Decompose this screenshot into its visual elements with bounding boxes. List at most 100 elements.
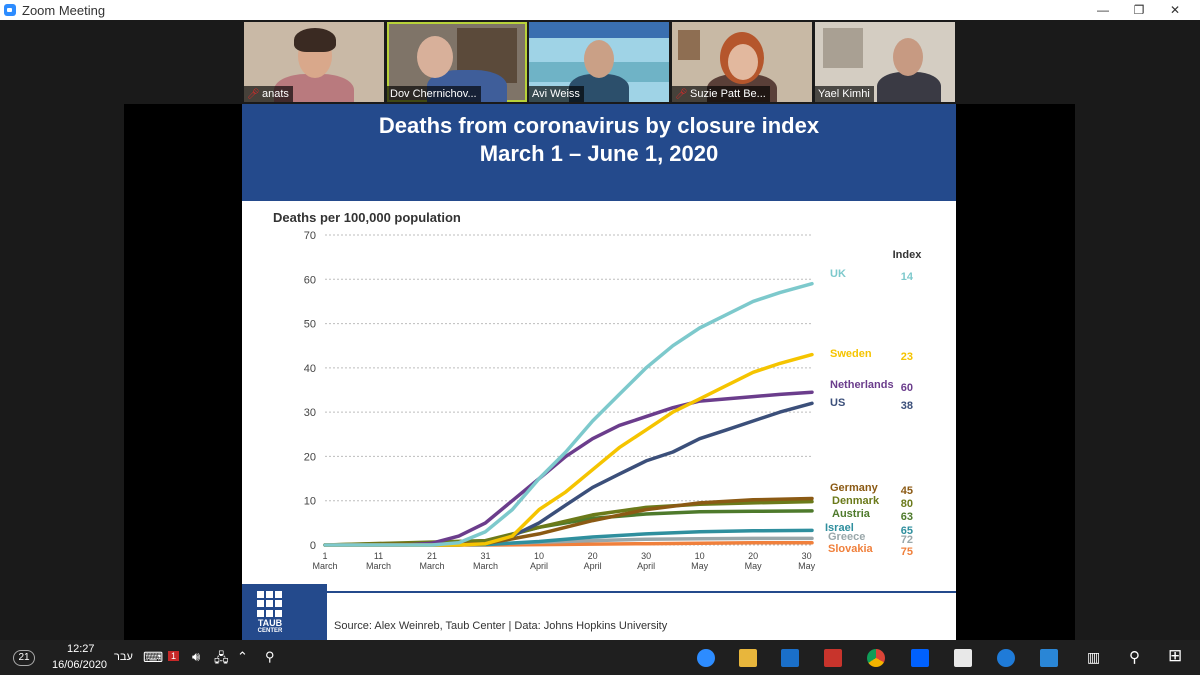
x-tick-label: 20 [588,551,598,561]
task-view-icon[interactable]: ▥ [1087,649,1101,665]
series-index-us: 38 [901,400,913,412]
notification-count[interactable]: 1 [168,651,180,661]
y-tick-label: 20 [304,451,316,463]
participant-tile-active[interactable]: Dov Chernichov... [387,22,527,102]
zoom-app-icon [4,4,16,16]
series-line-uk [323,281,814,547]
series-label-us: US [830,397,845,409]
dropbox-icon[interactable] [911,649,929,667]
x-tick-label: 1 [322,551,327,561]
series-index-israel: 65 [901,525,913,537]
x-tick-sublabel: April [530,561,548,571]
x-tick-label: 10 [695,551,705,561]
security-app-icon[interactable] [824,649,842,667]
index-header: Index [893,249,923,261]
slide-source: Source: Alex Weinreb, Taub Center | Data… [334,620,668,632]
participant-name: Avi Weiss [529,86,584,102]
x-tick-label: 20 [748,551,758,561]
notification-badge[interactable]: 21 [13,650,35,666]
windows-taskbar: 21 12:27 16/06/2020 עבר ⌨ 1 🔊︎ 🖧︎ ⌃ ⚲ ▥ … [0,640,1200,675]
series-label-germany: Germany [830,482,879,494]
x-tick-sublabel: April [637,561,655,571]
clock-date[interactable]: 16/06/2020 [52,659,108,671]
meeting-area: 🎤︎ anats Dov Chernichov... Avi Weiss 🎤︎ Su… [0,20,1200,640]
muted-mic-icon: 🎤︎ [675,89,688,100]
window-title: Zoom Meeting [22,3,106,18]
series-index-sweden: 23 [901,351,913,363]
series-index-austria: 63 [901,511,913,523]
x-tick-sublabel: May [798,561,816,571]
series-label-netherlands: Netherlands [830,379,894,391]
x-tick-label: 10 [534,551,544,561]
series-label-austria: Austria [832,508,871,520]
slide-title-line2: March 1 – June 1, 2020 [479,141,719,166]
file-explorer-icon[interactable] [739,649,757,667]
network-icon[interactable]: 🖧︎ [214,650,229,665]
series-line-netherlands [323,390,814,547]
language-indicator[interactable]: עבר [114,651,133,663]
series-label-sweden: Sweden [830,348,872,360]
series-label-israel: Israel [825,522,854,534]
participant-name: 🎤︎ anats [244,86,293,102]
edge-icon[interactable] [997,649,1015,667]
x-tick-sublabel: March [473,561,498,571]
zoom-taskbar-icon[interactable] [697,649,715,667]
participant-tile[interactable]: 🎤︎ anats [244,22,384,102]
x-tick-label: 11 [374,551,383,561]
series-index-greece: 72 [901,534,913,546]
participant-name: Dov Chernichov... [387,86,481,102]
slide-title-line1: Deaths from coronavirus by closure index [378,113,820,138]
y-axis-title: Deaths per 100,000 population [273,210,461,225]
series-line-denmark [323,499,814,547]
mail-icon[interactable] [1040,649,1058,667]
restore-button[interactable]: ❐ [1133,3,1145,17]
series-index-netherlands: 60 [901,382,913,394]
close-button[interactable]: ✕ [1169,3,1181,17]
series-index-denmark: 80 [901,498,913,510]
series-index-germany: 45 [901,485,913,497]
series-label-uk: UK [830,268,846,280]
participant-name: Yael Kimhi [815,86,874,102]
store-icon[interactable] [954,649,972,667]
window-title-bar: Zoom Meeting — ❐ ✕ [0,0,1200,20]
x-tick-label: 30 [641,551,651,561]
y-tick-label: 0 [310,540,316,552]
presentation-slide: Deaths from coronavirus by closure index… [242,104,956,640]
y-tick-label: 30 [304,407,316,419]
y-tick-label: 10 [304,496,316,508]
slide-header: Deaths from coronavirus by closure index… [242,104,956,201]
x-tick-sublabel: May [691,561,709,571]
y-tick-label: 40 [304,363,316,375]
y-tick-label: 70 [304,230,316,242]
series-line-israel [323,528,814,547]
keyboard-icon[interactable]: ⌨ [143,649,164,665]
x-tick-sublabel: March [366,561,391,571]
participant-tile[interactable]: Yael Kimhi [815,22,955,102]
x-tick-sublabel: April [584,561,602,571]
chrome-icon[interactable] [867,649,885,667]
minimize-button[interactable]: — [1097,3,1109,17]
series-line-sweden [323,352,814,547]
windows-start-icon[interactable]: ⊞ [1168,646,1183,665]
participant-tile[interactable]: Avi Weiss [529,22,669,102]
people-icon[interactable]: ⚲ [265,649,275,664]
clock-time[interactable]: 12:27 [67,643,95,655]
footer-divider [327,591,956,593]
participant-tile[interactable]: 🎤︎ Suzie Patt Be... [672,22,812,102]
x-tick-sublabel: May [745,561,763,571]
deaths-chart: Deaths per 100,000 population 0 10 20 30 40 50… [273,210,923,571]
x-tick-label: 30 [802,551,812,561]
series-label-greece: Greece [828,531,865,543]
volume-icon[interactable]: 🔊︎ [192,649,201,664]
x-tick-sublabel: March [420,561,445,571]
x-tick-sublabel: March [312,561,337,571]
y-tick-label: 60 [304,274,316,286]
participant-name: 🎤︎ Suzie Patt Be... [672,86,770,102]
y-tick-label: 50 [304,319,316,331]
series-label-slovakia: Slovakia [828,543,874,555]
search-icon[interactable]: ⚲ [1129,649,1140,666]
outlook-icon[interactable] [781,649,799,667]
chevron-up-icon[interactable]: ⌃ [237,649,248,664]
series-index-slovakia: 75 [901,546,913,558]
taub-center-logo: TAUB CENTER [242,584,327,640]
